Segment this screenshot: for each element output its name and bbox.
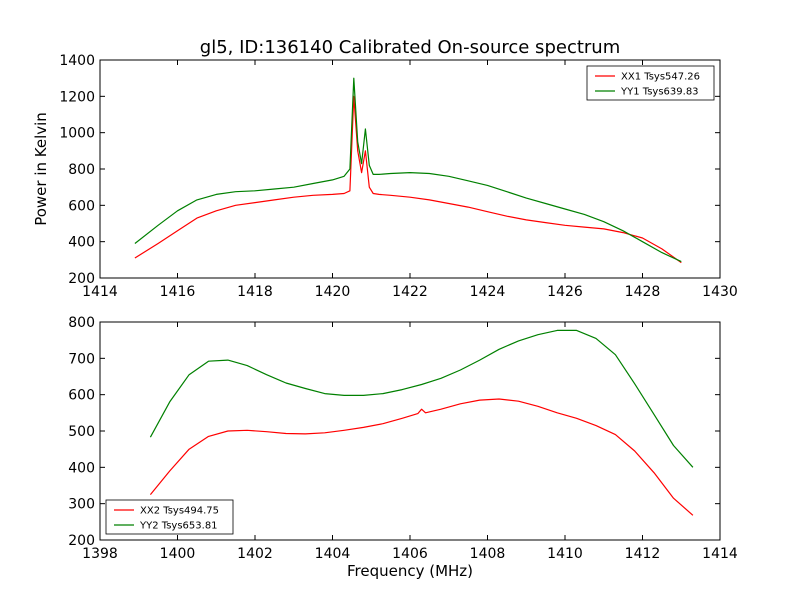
series-line-1: [149, 398, 694, 516]
y-tick-label: 800: [68, 162, 95, 178]
series-line-1: [134, 95, 682, 264]
y-tick-label: 400: [68, 235, 95, 251]
bottom-plot: 1398 1400 1402 1404 1406 1408 1410 1412 1414 200 3…: [68, 315, 738, 580]
legend-entry-2: YY2 Tsys653.81: [139, 521, 218, 532]
series-group: [134, 77, 682, 264]
legend: XX2 Tsys494.75 YY2 Tsys653.81: [105, 499, 234, 535]
y-tick-label: 300: [68, 497, 95, 513]
legend-entry-2: YY1 Tsys639.83: [620, 87, 699, 98]
x-axis-label: Frequency (MHz): [347, 562, 473, 580]
x-tick-label: 1408: [470, 546, 506, 562]
y-tick-label: 700: [68, 351, 95, 367]
y-tick-label: 200: [68, 271, 95, 287]
chart-title: gl5, ID:136140 Calibrated On-source spec…: [200, 37, 620, 58]
x-tick-label: 1430: [702, 284, 738, 300]
y-tick-label: 1200: [59, 89, 95, 105]
x-tick-label: 1416: [160, 284, 196, 300]
legend-entry-1: XX1 Tsys547.26: [621, 72, 700, 83]
legend: XX1 Tsys547.26 YY1 Tsys639.83: [586, 65, 715, 101]
y-tick-label: 600: [68, 198, 95, 214]
y-axis-label: Power in Kelvin: [32, 112, 50, 226]
y-tick-label: 400: [68, 460, 95, 476]
x-tick-label: 1414: [702, 546, 738, 562]
legend-box: [105, 499, 234, 535]
top-plot: 1414 1416 1418 1420 1422 1424 1426 1428 1430 200 4…: [32, 37, 738, 300]
series-line-2: [149, 329, 694, 468]
series-line-2: [134, 77, 682, 263]
x-tick-label: 1420: [315, 284, 351, 300]
y-tick-label: 200: [68, 533, 95, 549]
y-tick-label: 500: [68, 424, 95, 440]
x-tick-label: 1406: [392, 546, 428, 562]
legend-entry-1: XX2 Tsys494.75: [140, 506, 219, 517]
x-tick-label: 1422: [392, 284, 428, 300]
y-tick-label: 800: [68, 315, 95, 331]
x-tick-label: 1424: [470, 284, 506, 300]
series-group: [149, 329, 694, 516]
x-tick-label: 1412: [625, 546, 661, 562]
x-tick-label: 1426: [547, 284, 583, 300]
x-tick-label: 1410: [547, 546, 583, 562]
x-tick-label: 1418: [237, 284, 273, 300]
y-tick-label: 1400: [59, 53, 95, 69]
x-tick-label: 1400: [160, 546, 196, 562]
x-tick-label: 1398: [82, 546, 118, 562]
x-tick-label: 1414: [82, 284, 118, 300]
x-tick-label: 1404: [315, 546, 351, 562]
x-tick-label: 1402: [237, 546, 273, 562]
y-tick-label: 600: [68, 388, 95, 404]
legend-box: [586, 65, 715, 101]
y-tick-label: 1000: [59, 126, 95, 142]
x-tick-label: 1428: [625, 284, 661, 300]
